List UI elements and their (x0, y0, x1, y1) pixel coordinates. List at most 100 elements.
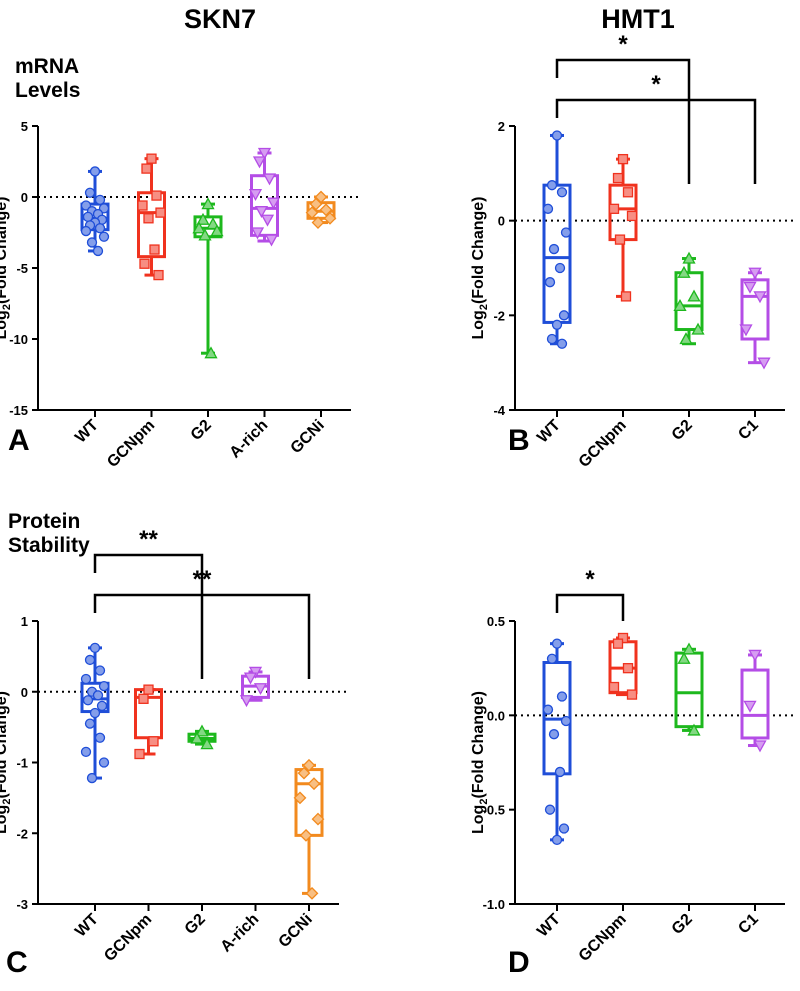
data-point (626, 210, 638, 222)
row-title-0: mRNA Levels (15, 55, 80, 102)
panel-A: A 5 0 -5 -10 -15 Log2(Fold Change) WT GCNpm G2 A-r… (0, 119, 359, 471)
data-point (558, 310, 570, 321)
box-G2 (674, 642, 704, 736)
y-tick-label: 1 (21, 614, 28, 629)
x-category-label: GCNi (288, 417, 328, 457)
box-GCNpm (137, 153, 166, 281)
data-point (94, 194, 106, 205)
data-point (608, 203, 620, 214)
data-point (554, 766, 566, 778)
significance-bracket: * (555, 566, 625, 621)
data-point (305, 206, 319, 220)
data-point (319, 203, 333, 217)
row-titles: mRNA Levels Protein Stability (8, 55, 90, 557)
box-G2 (192, 197, 224, 359)
data-point (748, 267, 762, 280)
y-axis-title: Log2(Fold Change) (470, 197, 490, 340)
data-point (206, 217, 220, 230)
data-point (558, 823, 570, 834)
box-iqr (740, 278, 770, 341)
box-A-rich (248, 147, 281, 247)
data-point (748, 649, 762, 662)
box-WT (80, 166, 110, 257)
data-point (622, 187, 634, 198)
data-point (86, 772, 98, 784)
y-tick-label: 2 (498, 119, 505, 134)
row-title-1: Protein Stability (8, 510, 90, 557)
data-point (92, 690, 104, 701)
box-GCNi (293, 758, 325, 900)
data-point (80, 746, 92, 758)
x-category-label: G2 (669, 417, 696, 444)
data-point (307, 777, 321, 791)
panel-letter-C: C (6, 946, 28, 979)
data-point (262, 173, 277, 186)
data-point (190, 731, 204, 744)
significance-label: ** (139, 526, 158, 553)
data-point (243, 672, 258, 685)
data-point (98, 231, 110, 242)
data-point (311, 216, 325, 229)
panel-letter-A: A (8, 424, 30, 457)
box-G2 (187, 724, 217, 750)
data-point (297, 766, 311, 780)
y-tick-label: 0.0 (487, 708, 505, 723)
data-point (96, 700, 108, 712)
data-point (691, 322, 705, 335)
data-point (556, 691, 568, 702)
data-point (89, 642, 101, 654)
data-point (679, 332, 693, 345)
data-point (196, 212, 210, 225)
significance-label: ** (193, 566, 212, 593)
box-G2 (673, 251, 705, 346)
data-point (309, 197, 323, 211)
data-point (141, 163, 152, 174)
data-point (80, 225, 92, 237)
data-point (94, 223, 106, 234)
data-point (682, 251, 696, 264)
bracket-line (93, 593, 311, 679)
data-point (84, 718, 96, 729)
x-category-label: GCNpm (104, 417, 158, 471)
box-C1 (740, 649, 770, 753)
data-point (264, 234, 279, 247)
y-tick-label: -1 (16, 756, 28, 771)
bracket-line (555, 593, 625, 621)
x-category-label: C1 (735, 911, 762, 938)
y-tick-label: 0 (21, 685, 28, 700)
data-point (546, 333, 558, 345)
data-point (148, 736, 159, 747)
data-point (98, 680, 110, 692)
y-tick-label: -5 (16, 261, 28, 276)
data-point (92, 245, 104, 257)
data-point (248, 666, 263, 679)
data-point (608, 681, 620, 693)
data-point (149, 244, 160, 255)
box-C1 (739, 267, 771, 370)
data-point (314, 190, 328, 204)
data-point (560, 715, 572, 727)
data-point (544, 277, 556, 288)
data-point (151, 190, 162, 201)
data-point (546, 653, 558, 664)
data-point (239, 695, 254, 708)
box-GCNpm (608, 632, 638, 700)
data-point (622, 663, 634, 674)
data-point (266, 197, 281, 210)
x-category-label: WT (534, 911, 564, 941)
data-point (139, 258, 150, 269)
x-category-label: GCNpm (576, 417, 630, 471)
col-title-right: HMT1 (601, 4, 675, 34)
data-point (253, 683, 268, 696)
data-point (612, 638, 624, 649)
box-A-rich (239, 666, 270, 708)
x-category-label: GCNpm (101, 911, 155, 965)
box-iqr (674, 271, 704, 332)
y-tick-label: -15 (9, 403, 28, 418)
y-tick-label: -0.5 (483, 803, 505, 818)
data-point (201, 197, 215, 210)
data-point (260, 214, 275, 227)
data-point (544, 804, 556, 815)
